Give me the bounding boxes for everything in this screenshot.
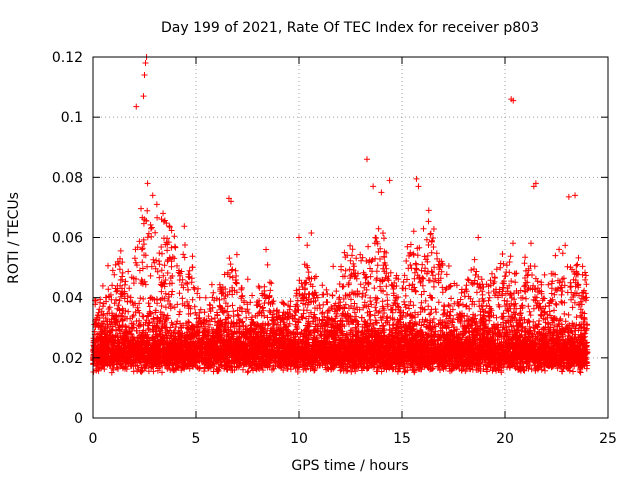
data-point [475,234,482,241]
y-axis-label: ROTI / TECUs [6,192,22,284]
data-point [308,229,315,236]
data-point [141,72,148,79]
data-point-cloud [90,205,591,376]
y-tick-label: 0.08 [52,170,83,186]
data-point [133,103,140,110]
x-axis-label: GPS time / hours [291,458,408,474]
data-point [153,201,160,208]
data-point [363,156,370,163]
y-tick-label: 0.1 [61,110,83,126]
x-tick-label: 5 [192,431,201,447]
data-point [140,93,147,100]
x-tick-label: 10 [290,431,308,447]
data-point [142,60,149,67]
data-point [160,210,167,217]
data-point [149,192,156,199]
data-point [413,175,420,182]
data-point [425,207,432,214]
y-tick-label: 0.02 [52,351,83,367]
y-tick-label: 0.12 [52,50,83,66]
chart-title: Day 199 of 2021, Rate Of TEC Index for r… [161,20,539,36]
y-tick-labels: 0 0.02 0.04 0.06 0.08 0.1 0.12 [52,50,83,427]
data-point [510,97,517,104]
x-tick-labels: 0 5 10 15 20 25 [89,431,617,447]
data-point [386,177,393,184]
data-point [530,183,537,190]
x-tick-label: 20 [496,431,514,447]
data-point [263,246,270,253]
y-tick-label: 0 [74,411,83,427]
x-tick-label: 15 [393,431,411,447]
data-point [228,198,235,205]
y-tick-label: 0.06 [52,231,83,247]
data-points [90,54,591,376]
y-tick-label: 0.04 [52,291,83,307]
data-point [572,192,579,199]
data-point [144,180,151,187]
x-tick-label: 25 [599,431,617,447]
data-point [296,234,302,241]
x-tick-label: 0 [89,431,98,447]
data-point [378,189,385,196]
data-point [532,180,539,187]
data-point [225,195,232,202]
data-point [370,183,377,190]
data-point [415,183,422,190]
data-point [565,193,572,200]
axis-ticks [92,56,609,419]
